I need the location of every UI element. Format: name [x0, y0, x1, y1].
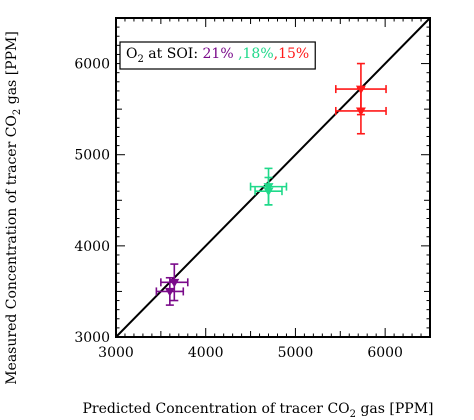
plot-area: [115, 17, 431, 338]
series-21pct: [155, 263, 189, 306]
legend-prefix-o: O: [126, 46, 137, 62]
legend-text: O2 at SOI: 21% ,18%,15%: [126, 46, 309, 65]
x-tick-label: 3000: [98, 345, 134, 361]
x-tick-label: 4000: [188, 345, 224, 361]
legend-entry-18: ,18%: [234, 46, 274, 62]
reference-line: [115, 17, 431, 338]
legend: O2 at SOI: 21% ,18%,15%: [119, 41, 316, 70]
y-tick-label: 4000: [74, 239, 110, 255]
axis-ticks: 3000 4000 5000 6000 3000 4000 5000 6000: [74, 17, 431, 361]
x-tick-label: 5000: [278, 345, 314, 361]
data-point: [263, 187, 274, 197]
y-tick-label: 5000: [74, 148, 110, 164]
series-15pct: [334, 62, 387, 135]
x-tick-label: 6000: [367, 345, 403, 361]
data-point: [169, 278, 180, 288]
legend-prefix-sub: 2: [137, 54, 143, 65]
data-point: [164, 287, 175, 297]
legend-prefix-rest: at SOI:: [144, 46, 203, 62]
legend-box: [119, 41, 316, 70]
x-axis-title: Predicted Concentration of tracer CO2 ga…: [82, 401, 433, 420]
plot-frame: [115, 17, 431, 338]
y-tick-label: 3000: [74, 330, 110, 346]
legend-entry-15: ,15%: [274, 46, 310, 62]
y-tick-label: 6000: [74, 57, 110, 73]
series-18pct: [249, 167, 288, 206]
y-axis-title: Measured Concentration of tracer CO2 gas…: [4, 31, 23, 385]
data-point: [355, 107, 366, 116]
legend-entry-21: 21%: [203, 46, 234, 62]
